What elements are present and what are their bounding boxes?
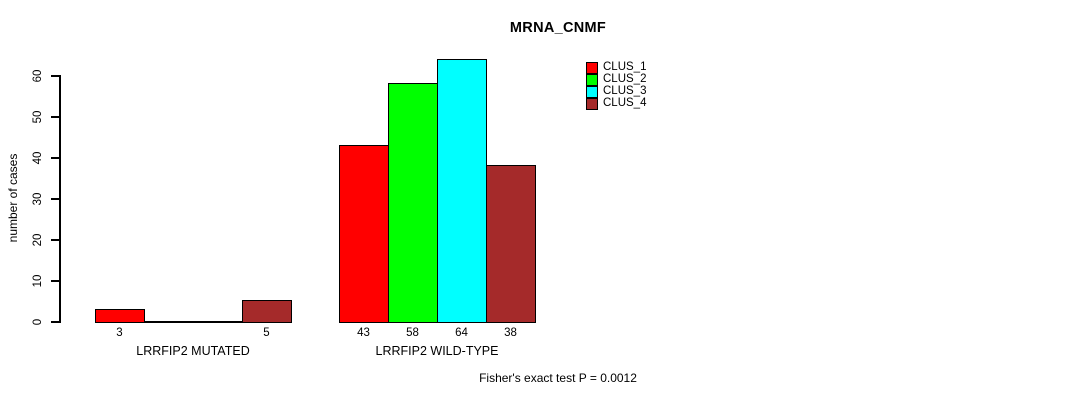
y-axis-line [59, 75, 61, 323]
bar [388, 83, 438, 323]
bar-value-label: 43 [357, 327, 370, 339]
y-tick [51, 157, 59, 159]
bar [437, 59, 487, 323]
legend-label: CLUS_4 [603, 97, 647, 109]
legend-item: CLUS_3 [586, 85, 647, 98]
legend-label: CLUS_1 [603, 61, 647, 73]
y-tick-label: 60 [32, 69, 44, 82]
legend-item: CLUS_1 [586, 61, 647, 74]
y-tick-label: 0 [32, 318, 44, 325]
legend-item: CLUS_4 [586, 97, 647, 110]
y-tick [51, 321, 59, 323]
bar-value-label: 64 [455, 327, 468, 339]
y-tick-label: 40 [32, 151, 44, 164]
chart-title: MRNA_CNMF [509, 20, 607, 36]
y-tick [51, 280, 59, 282]
legend: CLUS_1 CLUS_2 CLUS_3 CLUS_4 [586, 61, 647, 110]
legend-swatch [586, 61, 598, 74]
y-tick-label: 10 [32, 274, 44, 287]
y-tick-label: 20 [32, 233, 44, 246]
legend-swatch [586, 97, 598, 110]
y-tick [51, 116, 59, 118]
legend-swatch [586, 85, 598, 98]
stat-annotation: Fisher's exact test P = 0.0012 [479, 371, 637, 385]
legend-item: CLUS_2 [586, 73, 647, 86]
bar-value-label: 58 [406, 327, 419, 339]
bar-value-label: 5 [263, 327, 270, 339]
y-tick [51, 239, 59, 241]
legend-swatch [586, 73, 598, 86]
bar [486, 165, 536, 323]
y-tick-label: 30 [32, 192, 44, 205]
x-category-label: LRRFIP2 MUTATED [136, 344, 250, 358]
y-tick [51, 75, 59, 77]
group-baseline [95, 321, 292, 323]
bar [339, 145, 389, 323]
y-tick-label: 50 [32, 110, 44, 123]
bar [95, 309, 145, 323]
bar [242, 300, 292, 323]
bar-value-label: 38 [504, 327, 517, 339]
legend-label: CLUS_3 [603, 85, 647, 97]
y-tick [51, 198, 59, 200]
bar-value-label: 3 [116, 327, 123, 339]
y-axis-title: number of cases [6, 153, 20, 243]
legend-label: CLUS_2 [603, 73, 647, 85]
x-category-label: LRRFIP2 WILD-TYPE [375, 344, 499, 358]
